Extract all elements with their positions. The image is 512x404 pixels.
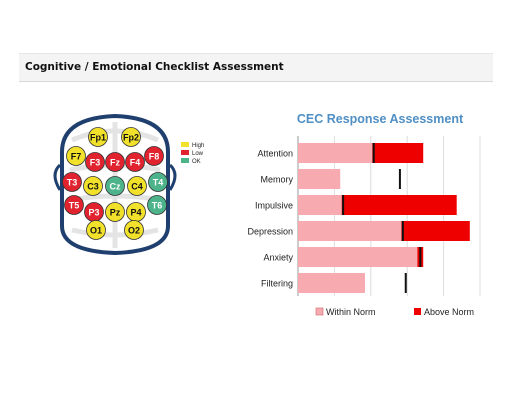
bar-memory-within-norm — [298, 169, 341, 189]
electrode-f3 — [85, 152, 105, 172]
bar-attention-within-norm — [298, 143, 373, 163]
status-key: High Low OK — [181, 142, 204, 165]
electrode-t3 — [62, 172, 82, 192]
legend-label-within-norm: Within Norm — [326, 307, 376, 317]
electrode-cz — [105, 176, 125, 196]
electrode-fz — [105, 152, 125, 172]
electrode-f4 — [125, 152, 145, 172]
bar-attention-above-norm — [372, 143, 424, 163]
electrode-c3 — [83, 176, 103, 196]
electrode-pz — [105, 202, 125, 222]
electrode-label-o1: O1 — [90, 225, 102, 235]
electrode-label-f7: F7 — [71, 151, 82, 161]
bar-depression-above-norm — [401, 221, 470, 241]
category-label-impulsive: Impulsive — [255, 201, 293, 211]
electrode-label-t5: T5 — [69, 200, 80, 210]
panel-header: Cognitive / Emotional Checklist Assessme… — [19, 54, 493, 82]
electrode-label-f8: F8 — [149, 151, 160, 161]
electrode-label-p3: P3 — [88, 207, 99, 217]
electrode-f8 — [144, 146, 164, 166]
electrode-label-o2: O2 — [128, 225, 140, 235]
bar-impulsive-within-norm — [298, 195, 342, 215]
category-label-filtering: Filtering — [261, 279, 293, 289]
right-ear — [168, 163, 177, 191]
legend-label-above-norm: Above Norm — [424, 307, 474, 317]
electrode-label-p4: P4 — [130, 207, 141, 217]
panel-title: Cognitive / Emotional Checklist Assessme… — [25, 61, 284, 73]
key-label-high: High — [192, 143, 204, 149]
electrode-label-t4: T4 — [153, 177, 164, 187]
electrode-t5 — [64, 195, 84, 215]
electrode-label-f4: F4 — [130, 157, 141, 167]
chart-category-labels: Attention Memory Impulsive Depression Anxiet… — [247, 149, 293, 289]
electrode-o2 — [124, 220, 144, 240]
electrode-group: Fp1 Fp2 F7 F3 Fz F4 F8 T3 C3 Cz C4 T4 T5 P3 Pz P4 T6 O1 O2 — [62, 127, 168, 240]
bar-impulsive-above-norm — [341, 195, 457, 215]
electrode-c4 — [127, 176, 147, 196]
electrode-t4 — [148, 172, 168, 192]
category-label-depression: Depression — [247, 227, 293, 237]
category-label-memory: Memory — [260, 175, 293, 185]
electrode-label-t3: T3 — [67, 177, 78, 187]
electrode-fp1 — [88, 127, 108, 147]
bar-filtering-within-norm — [298, 273, 365, 293]
category-label-attention: Attention — [257, 149, 293, 159]
bar-depression-within-norm — [298, 221, 402, 241]
key-swatch-low — [181, 150, 189, 155]
electrode-fp2 — [121, 127, 141, 147]
electrode-label-c4: C4 — [131, 181, 143, 191]
key-swatch-high — [181, 142, 189, 147]
chart-bars — [298, 143, 470, 293]
electrode-label-cz: Cz — [110, 181, 121, 191]
category-label-anxiety: Anxiety — [263, 253, 293, 263]
electrode-label-c3: C3 — [87, 181, 99, 191]
electrode-t6 — [147, 195, 167, 215]
electrode-label-fz: Fz — [110, 157, 120, 167]
electrode-label-fp2: Fp2 — [123, 132, 139, 142]
key-swatch-ok — [181, 158, 189, 163]
electrode-label-fp1: Fp1 — [90, 132, 106, 142]
electrode-f7 — [66, 146, 86, 166]
chart-legend: Within Norm Above Norm — [315, 307, 474, 317]
electrode-o1 — [86, 220, 106, 240]
legend-swatch-above-norm — [414, 308, 421, 315]
key-label-low: Low — [192, 151, 204, 157]
chart-title: CEC Response Assessment — [297, 112, 464, 126]
legend-swatch-within-norm — [315, 307, 324, 316]
electrode-label-t6: T6 — [152, 200, 163, 210]
electrode-label-f3: F3 — [90, 157, 101, 167]
electrode-label-pz: Pz — [110, 207, 121, 217]
left-ear — [53, 163, 62, 191]
key-label-ok: OK — [192, 159, 201, 165]
bar-anxiety-within-norm — [298, 247, 418, 267]
